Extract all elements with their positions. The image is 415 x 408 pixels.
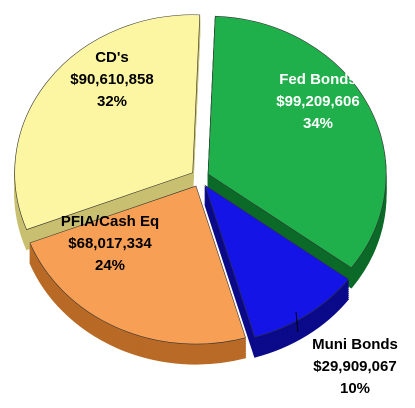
slice xyxy=(29,185,246,345)
slice-label: CD's xyxy=(95,49,129,66)
slice-percent-label: 24% xyxy=(95,257,125,274)
slice xyxy=(14,14,201,230)
slice-percent-label: 10% xyxy=(340,380,370,397)
slice xyxy=(204,184,349,338)
slice-label: PFIA/Cash Eq xyxy=(61,213,159,230)
slice-value-label: $68,017,334 xyxy=(68,235,152,252)
slice xyxy=(207,15,387,269)
slice-percent-label: 32% xyxy=(97,93,127,110)
slice-value-label: $99,209,606 xyxy=(276,93,359,110)
slice-label: Muni Bonds xyxy=(312,336,398,353)
slice-percent-label: 34% xyxy=(303,115,333,132)
slice-value-label: $29,909,067 xyxy=(313,358,396,375)
slice-label: Fed Bonds xyxy=(279,71,357,88)
slice-value-label: $90,610,858 xyxy=(70,71,153,88)
leader-line xyxy=(295,311,299,333)
